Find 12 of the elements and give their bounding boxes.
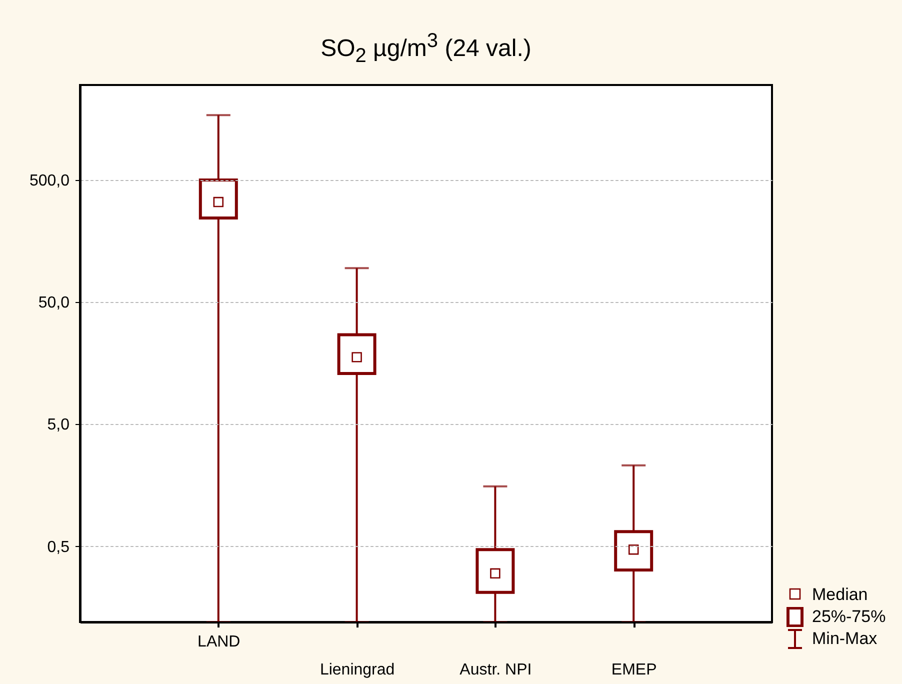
- y-tick-label: 500,0: [29, 172, 70, 190]
- text: 25%-75%: [812, 607, 886, 627]
- chart-title: SO$_{2}$ µg/m$^{3}$ (24 val.): [320, 30, 532, 68]
- y-tick-label: 5,0: [47, 416, 70, 434]
- text: Min-Max: [812, 629, 878, 649]
- x-tick-label: EMEP: [611, 662, 657, 678]
- x-tick-label: Austr. NPI: [460, 662, 532, 678]
- x-tick-label: LAND: [198, 634, 240, 650]
- y-tick-label: 0,5: [47, 538, 70, 556]
- x-tick-label: Lieningrad: [320, 662, 395, 678]
- y-tick-label: 50,0: [38, 294, 70, 312]
- text: Median: [812, 585, 868, 605]
